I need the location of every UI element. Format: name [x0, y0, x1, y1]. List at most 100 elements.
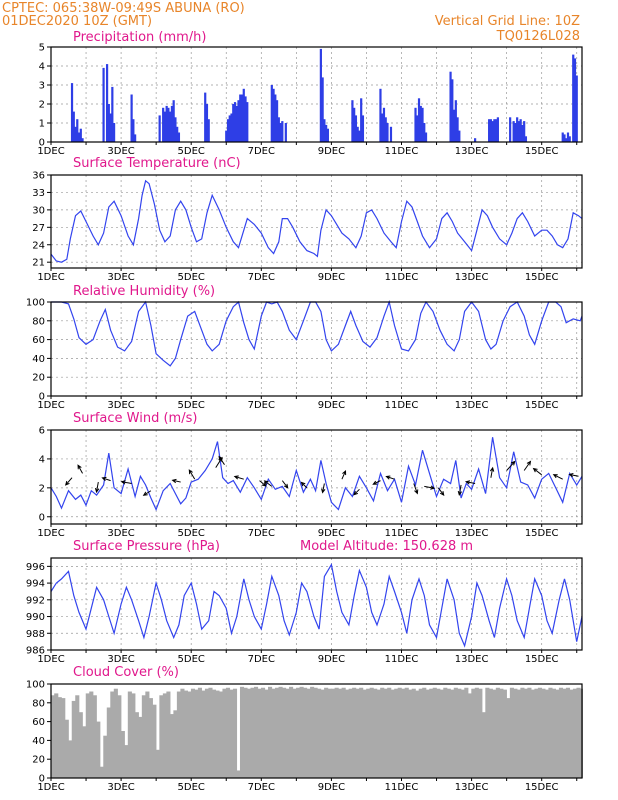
bar [141, 695, 146, 778]
x-tick-label: 15DEC [525, 528, 559, 539]
bar [313, 687, 318, 778]
panel-title-precipitation: Precipitation (mm/h) [73, 30, 206, 45]
bar [419, 105, 422, 142]
bar [521, 124, 524, 142]
x-tick-label: 9DEC [318, 146, 345, 157]
bar [473, 138, 477, 142]
bar [246, 688, 252, 778]
x-tick-label: 9DEC [318, 528, 345, 539]
bar [366, 688, 371, 778]
bar [460, 689, 465, 778]
bar [537, 687, 542, 778]
bar [113, 688, 118, 778]
bar [102, 67, 105, 142]
bar [78, 712, 83, 778]
bar [239, 94, 242, 142]
bar [215, 690, 220, 778]
wind-vector [263, 480, 273, 487]
x-tick-label: 15DEC [525, 146, 559, 157]
bar [523, 688, 528, 778]
bar [416, 115, 419, 142]
x-tick-label: 3DEC [107, 272, 134, 283]
x-tick-label: 3DEC [107, 528, 134, 539]
bar [358, 130, 361, 142]
x-tick-label: 1DEC [37, 272, 64, 283]
bar [85, 693, 90, 778]
bar [327, 688, 332, 778]
bar [411, 688, 416, 778]
y-tick-label: 990 [26, 612, 45, 623]
bar [145, 691, 150, 778]
bar [544, 689, 550, 778]
bar [211, 689, 217, 778]
bar [68, 740, 73, 778]
x-tick-label: 3DEC [107, 146, 134, 157]
bar [324, 687, 329, 778]
bar [397, 687, 402, 778]
x-tick-label: 1DEC [37, 400, 64, 411]
bar [408, 689, 413, 778]
bar [361, 115, 365, 142]
wind-vector [94, 481, 100, 494]
y-tick-label: 3 [39, 81, 45, 92]
y-tick-label: 100 [26, 680, 45, 691]
wind-vector [321, 483, 326, 494]
y-tick-label: 21 [32, 258, 45, 269]
bar [77, 132, 81, 142]
x-tick-label: 5DEC [178, 782, 205, 793]
header-code: TQ0126L028 [496, 29, 580, 44]
bar [162, 693, 167, 778]
bar [277, 117, 280, 142]
bar [425, 689, 430, 778]
bar [250, 687, 255, 778]
bar [303, 687, 308, 778]
bar [471, 688, 476, 778]
bar [235, 105, 238, 142]
bar [452, 109, 456, 142]
bar [436, 688, 441, 778]
bar [424, 132, 428, 142]
bar [124, 745, 129, 778]
x-tick-label: 3DEC [107, 654, 134, 665]
bar [449, 71, 452, 142]
y-tick-label: 30 [32, 205, 45, 216]
bar [376, 689, 381, 778]
bar [271, 688, 276, 778]
bar [158, 115, 161, 142]
bar [306, 688, 311, 778]
wind-vector [281, 480, 289, 489]
x-tick-label: 13DEC [455, 782, 489, 793]
bar [458, 130, 461, 142]
bar [321, 77, 324, 142]
x-tick-label: 9DEC [318, 654, 345, 665]
y-tick-label: 996 [26, 562, 45, 573]
x-tick-label: 7DEC [248, 654, 275, 665]
bar [169, 714, 174, 778]
bar [432, 687, 437, 778]
wind-vector [523, 460, 532, 471]
bar [237, 100, 240, 142]
y-tick-label: 40 [32, 736, 45, 747]
bar [257, 688, 262, 778]
bar [159, 695, 164, 778]
bar [404, 687, 409, 778]
panel-frame [50, 301, 583, 397]
y-tick-label: 36 [32, 171, 45, 182]
bar [120, 731, 125, 778]
x-tick-label: 11DEC [385, 654, 419, 665]
bar [519, 119, 522, 142]
x-tick-label: 9DEC [318, 782, 345, 793]
bar [548, 687, 553, 778]
bar [356, 126, 359, 142]
bar [495, 119, 498, 142]
bar [240, 94, 244, 142]
bar [176, 126, 179, 142]
panel-title-temperature: Surface Temperature (nC) [73, 156, 241, 171]
bar [289, 686, 294, 778]
bar [561, 132, 564, 142]
bar [446, 688, 451, 778]
bar [509, 687, 514, 778]
bar [401, 688, 406, 778]
bar [453, 687, 458, 778]
wind-vector [552, 474, 563, 480]
